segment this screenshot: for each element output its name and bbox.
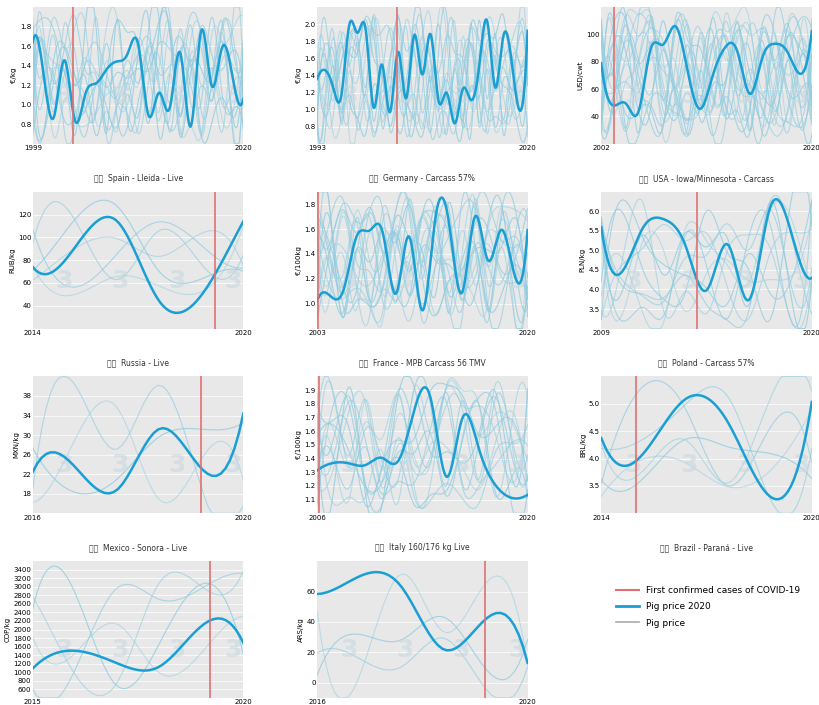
Text: 🇩🇪  Germany - Carcass 57%: 🇩🇪 Germany - Carcass 57%: [369, 174, 475, 183]
Text: 3: 3: [396, 453, 413, 477]
Y-axis label: €/100kg: €/100kg: [296, 246, 301, 274]
Y-axis label: RUB/kg: RUB/kg: [9, 247, 15, 273]
Y-axis label: BRL/kg: BRL/kg: [579, 433, 586, 457]
Text: 3: 3: [735, 84, 753, 108]
Text: 3: 3: [111, 269, 129, 293]
Text: 3: 3: [168, 84, 185, 108]
Text: 🇺🇸  USA - Iowa/Minnesota - Carcass: 🇺🇸 USA - Iowa/Minnesota - Carcass: [638, 174, 773, 183]
Text: 3: 3: [792, 84, 809, 108]
Text: 3: 3: [168, 453, 185, 477]
Text: 3: 3: [224, 84, 242, 108]
Text: 3: 3: [168, 638, 185, 662]
Text: 3: 3: [396, 269, 413, 293]
Text: 3: 3: [623, 269, 640, 293]
Text: 3: 3: [623, 453, 640, 477]
Text: 3: 3: [451, 638, 469, 662]
Text: 3: 3: [735, 453, 753, 477]
Text: 3: 3: [111, 638, 129, 662]
Text: 3: 3: [451, 84, 469, 108]
Text: 3: 3: [340, 84, 357, 108]
Text: 3: 3: [56, 269, 73, 293]
Text: 3: 3: [224, 269, 242, 293]
Text: 3: 3: [508, 84, 525, 108]
Text: 3: 3: [680, 269, 697, 293]
Y-axis label: USD/cwt: USD/cwt: [577, 61, 583, 90]
Text: 3: 3: [396, 638, 413, 662]
Text: 3: 3: [340, 269, 357, 293]
Text: 3: 3: [451, 453, 469, 477]
Text: 3: 3: [56, 84, 73, 108]
Text: 3: 3: [111, 453, 129, 477]
Text: 🇷🇺  Russia - Live: 🇷🇺 Russia - Live: [107, 359, 169, 367]
Text: 🇪🇸  Spain - Lleida - Live: 🇪🇸 Spain - Lleida - Live: [93, 174, 183, 183]
Text: 3: 3: [111, 84, 129, 108]
Legend: First confirmed cases of COVID-19, Pig price 2020, Pig price: First confirmed cases of COVID-19, Pig p…: [616, 586, 799, 627]
Y-axis label: ARS/kg: ARS/kg: [297, 617, 304, 642]
Text: 3: 3: [508, 269, 525, 293]
Text: 3: 3: [224, 638, 242, 662]
Text: 3: 3: [623, 84, 640, 108]
Text: 3: 3: [680, 453, 697, 477]
Text: 3: 3: [792, 453, 809, 477]
Text: 3: 3: [508, 638, 525, 662]
Y-axis label: €/100kg: €/100kg: [296, 431, 301, 459]
Text: 🇧🇷  Brazil - Paraná - Live: 🇧🇷 Brazil - Paraná - Live: [659, 544, 752, 552]
Text: 🇲🇽  Mexico - Sonora - Live: 🇲🇽 Mexico - Sonora - Live: [89, 544, 187, 552]
Y-axis label: €/kg: €/kg: [296, 68, 301, 83]
Text: 3: 3: [792, 269, 809, 293]
Text: 3: 3: [56, 638, 73, 662]
Text: 3: 3: [168, 269, 185, 293]
Text: 3: 3: [735, 269, 753, 293]
Text: 3: 3: [340, 453, 357, 477]
Text: 3: 3: [451, 269, 469, 293]
Text: 🇮🇹  Italy 160/176 kg Live: 🇮🇹 Italy 160/176 kg Live: [374, 544, 469, 552]
Y-axis label: MXN/kg: MXN/kg: [14, 431, 20, 458]
Text: 3: 3: [224, 453, 242, 477]
Text: 3: 3: [508, 453, 525, 477]
Text: 3: 3: [396, 84, 413, 108]
Y-axis label: COP/kg: COP/kg: [5, 617, 11, 642]
Y-axis label: €/kg: €/kg: [11, 68, 17, 83]
Text: 3: 3: [340, 638, 357, 662]
Text: 🇫🇷  France - MPB Carcass 56 TMV: 🇫🇷 France - MPB Carcass 56 TMV: [359, 359, 485, 367]
Text: 🇵🇱  Poland - Carcass 57%: 🇵🇱 Poland - Carcass 57%: [658, 359, 753, 367]
Y-axis label: PLN/kg: PLN/kg: [579, 248, 585, 272]
Text: 3: 3: [680, 84, 697, 108]
Text: 3: 3: [56, 453, 73, 477]
